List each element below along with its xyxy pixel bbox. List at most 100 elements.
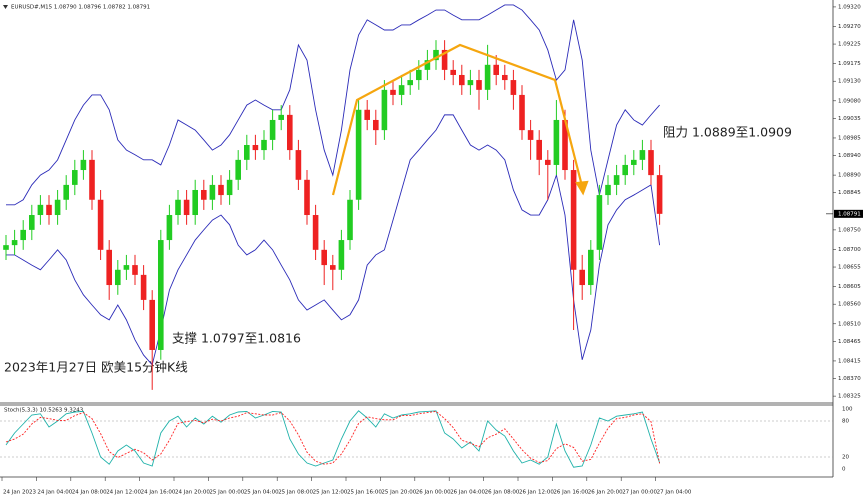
current-price-box [834,209,863,218]
candle-body [46,204,52,216]
x-tick-label: 25 Jan 08:00 [278,490,313,496]
candle-body [183,199,190,216]
y-tick-label: 1.08700 [838,247,861,253]
candle-body [226,179,233,196]
candle-body [123,265,130,270]
candle-body [269,119,276,140]
candle-body [398,85,405,95]
y-tick-label: 1.08890 [838,173,861,179]
x-tick-label: 25 Jan 04:00 [244,490,279,496]
y-tick-label: 1.09270 [838,24,861,30]
candle-body [433,49,439,61]
y-tick-label: 1.08985 [838,135,861,141]
y-tick-label: 1.08845 [838,190,861,196]
candle-body [510,80,517,95]
candle-body [605,184,611,196]
y-tick-label: 1.08510 [838,321,861,327]
candle-body [192,189,198,216]
candle-body [338,240,345,270]
x-tick-label: 26 Jan 16:00 [553,490,588,496]
candle-body [545,159,551,165]
candle-body [381,89,388,131]
chart-title: EURUSD#,M15 1.08790 1.08796 1.08782 1.08… [11,5,150,11]
x-tick-label: 24 Jan 2023 [3,490,36,496]
candle-body [347,199,353,241]
candle-body [287,114,293,151]
candle-body [140,274,147,300]
y-tick-label: 1.08655 [838,265,861,271]
annotation: 2023年1月27日 欧美15分钟K线 [4,360,188,375]
y-tick-label: 1.08750 [838,227,861,233]
candle-body [648,150,654,176]
y-tick-label: 1.08415 [838,358,861,364]
menu-icon[interactable] [3,5,8,9]
arrow-head [575,180,589,196]
candle-body [158,240,164,350]
candle-body [467,80,474,86]
candle-body [416,69,422,81]
candle-body [37,204,44,216]
x-tick-label: 24 Jan 08:00 [72,490,107,496]
candle-body [639,150,646,160]
candle-body [656,175,663,214]
current-price-label: 1.08791 [838,211,861,217]
x-tick-label: 27 Jan 00:00 [622,490,657,496]
candle-body [29,215,35,230]
candle-body [407,80,413,86]
candle-body [476,80,482,90]
x-tick-label: 26 Jan 04:00 [450,490,485,496]
candle-body [570,170,577,270]
x-tick-label: 26 Jan 12:00 [519,490,554,496]
candle-body [252,144,259,151]
candle-body [244,144,250,160]
candle-body [553,119,560,165]
candle-body [390,89,396,95]
candle-body [502,74,508,81]
candle-body [218,184,224,196]
candle-body [373,119,379,131]
y-tick-label: 1.09225 [838,42,861,48]
y-tick-label: 1.09130 [838,79,861,85]
x-tick-label: 26 Jan 20:00 [588,490,623,496]
y-tick-label: 1.08370 [838,376,861,382]
candle-body [115,269,121,286]
x-tick-label: 26 Jan 00:00 [416,490,451,496]
candle-body [97,199,104,250]
x-tick-label: 24 Jan 20:00 [175,490,210,496]
candle-body [312,215,319,250]
trend-arrows [331,43,589,196]
candle-body [364,109,370,120]
candle-body [519,94,525,131]
stochastic-line [5,410,661,465]
x-tick-label: 24 Jan 04:00 [37,490,72,496]
y-tick-label: 1.08325 [838,394,861,400]
candle-body [63,184,69,200]
candle-body [622,164,628,176]
x-tick-label: 26 Jan 08:00 [485,490,520,496]
y-tick-label: 1.09320 [838,4,861,10]
y-tick-label: 1.08465 [838,339,861,345]
candle-body [450,69,456,75]
candle-body [54,199,61,216]
candle-body [588,249,594,286]
candle-body [295,150,302,180]
stochastic-line [5,410,661,468]
y-tick-label: 20 [842,455,849,461]
candle-body [613,175,620,185]
candle-body [493,64,499,75]
candle-body [235,159,241,180]
candle-body [484,64,491,90]
candle-body [441,49,448,70]
candle-body [579,269,585,286]
candle-body [304,179,310,216]
y-tick-label: 1.09175 [838,61,861,67]
candle-body [80,159,87,171]
candle-body [3,245,9,250]
candle-body [209,184,216,200]
x-tick-label: 25 Jan 20:00 [381,490,416,496]
y-tick-label: 0 [842,467,846,473]
y-tick-label: 80 [842,419,849,425]
candle-body [72,170,78,185]
